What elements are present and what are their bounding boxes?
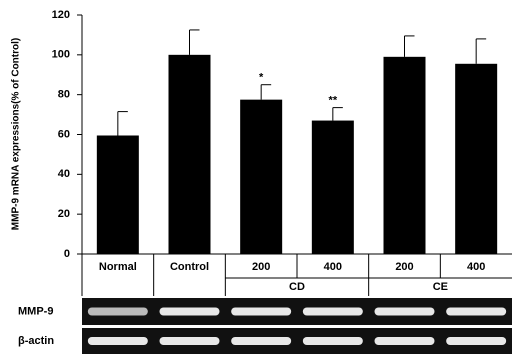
y-tick-label: 120	[52, 9, 70, 21]
blot-band	[303, 308, 363, 316]
y-tick-label: 40	[58, 168, 70, 180]
significance-marker: *	[259, 72, 264, 84]
blot-band	[303, 337, 363, 345]
chart: MMP-9 mRNA expressions(% of Control) 0 20…	[0, 0, 512, 354]
bar	[312, 121, 354, 254]
x-tick-label: Normal	[99, 261, 137, 273]
y-axis-label: MMP-9 mRNA expressions(% of Control)	[11, 38, 22, 230]
y-tick-label: 100	[52, 49, 70, 61]
blot-band	[88, 308, 148, 316]
x-tick-label: 200	[252, 261, 270, 273]
group-label: CE	[433, 281, 448, 293]
blot-label: MMP-9	[18, 305, 53, 317]
blot-band	[88, 337, 148, 345]
x-tick-label: Control	[170, 261, 209, 273]
blot-band	[160, 337, 220, 345]
blot-band	[446, 337, 506, 345]
bar	[97, 135, 139, 254]
bar	[455, 64, 497, 254]
y-tick-label: 0	[64, 248, 70, 260]
x-tick-label: 200	[395, 261, 413, 273]
x-tick-label: 400	[467, 261, 485, 273]
blot-band	[160, 308, 220, 316]
significance-marker: **	[329, 95, 338, 107]
bar	[384, 57, 426, 254]
blot-band	[231, 308, 291, 316]
bar	[240, 100, 282, 254]
x-tick-label: 400	[324, 261, 342, 273]
blot-band	[231, 337, 291, 345]
bar	[169, 55, 211, 254]
blot-band	[375, 337, 435, 345]
y-tick-label: 20	[58, 208, 70, 220]
y-tick-label: 80	[58, 89, 70, 101]
y-tick-label: 60	[58, 128, 70, 140]
blot-label: β-actin	[18, 335, 54, 347]
blot-band	[446, 308, 506, 316]
group-label: CD	[289, 281, 305, 293]
blot-band	[375, 308, 435, 316]
